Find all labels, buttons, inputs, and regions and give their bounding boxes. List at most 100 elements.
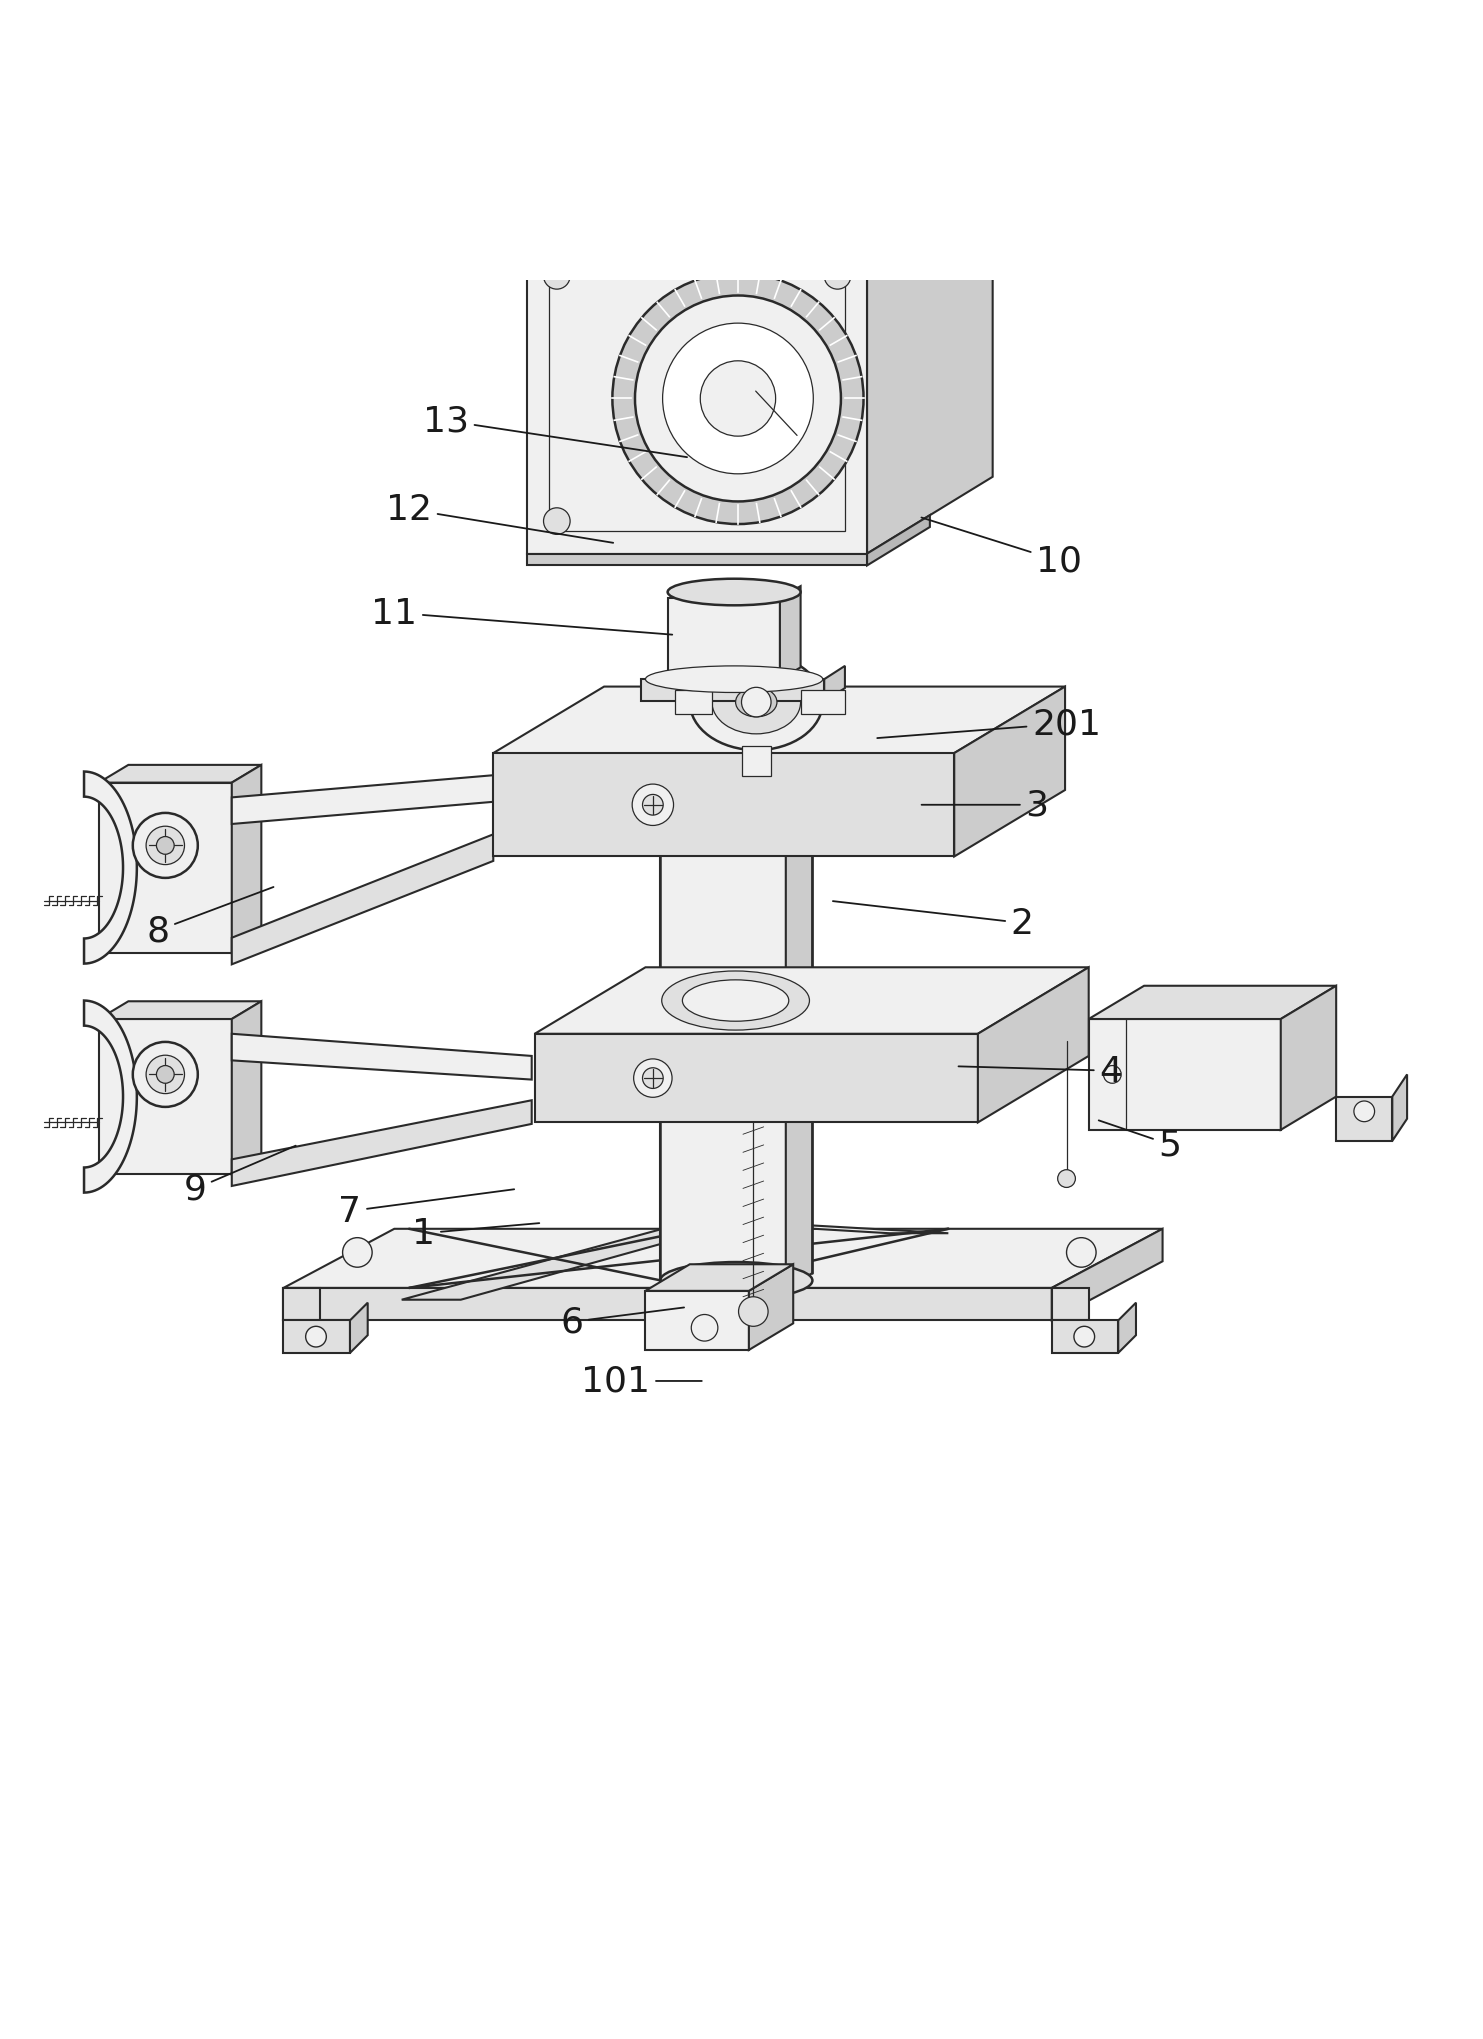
Polygon shape: [641, 679, 825, 701]
Text: 7: 7: [338, 1189, 515, 1227]
Polygon shape: [977, 969, 1089, 1123]
Polygon shape: [402, 1221, 742, 1301]
Polygon shape: [1051, 1289, 1089, 1321]
Polygon shape: [350, 1303, 368, 1354]
Text: 2: 2: [833, 901, 1034, 940]
Polygon shape: [786, 679, 813, 1289]
Polygon shape: [528, 555, 868, 567]
Polygon shape: [535, 969, 1089, 1034]
Polygon shape: [231, 777, 494, 824]
Circle shape: [739, 1297, 768, 1327]
Polygon shape: [283, 1321, 350, 1354]
Circle shape: [1103, 1066, 1121, 1085]
Text: 9: 9: [184, 1146, 295, 1207]
Ellipse shape: [712, 671, 801, 734]
Text: 8: 8: [147, 887, 273, 948]
Polygon shape: [231, 1034, 532, 1081]
Polygon shape: [801, 691, 845, 714]
Ellipse shape: [736, 687, 777, 718]
Circle shape: [612, 273, 863, 524]
Polygon shape: [749, 1264, 793, 1350]
Ellipse shape: [660, 1262, 813, 1299]
Polygon shape: [231, 1001, 261, 1174]
Polygon shape: [231, 834, 494, 964]
Circle shape: [147, 1056, 184, 1095]
Ellipse shape: [660, 669, 813, 705]
Polygon shape: [1051, 1321, 1118, 1354]
Ellipse shape: [667, 579, 801, 606]
Polygon shape: [645, 1291, 749, 1350]
Polygon shape: [494, 754, 954, 856]
Polygon shape: [99, 1020, 231, 1174]
Circle shape: [552, 214, 575, 239]
Circle shape: [305, 1327, 326, 1348]
Polygon shape: [667, 599, 780, 679]
Circle shape: [133, 814, 197, 879]
Ellipse shape: [645, 667, 823, 693]
Circle shape: [742, 687, 771, 718]
Circle shape: [968, 171, 992, 194]
Circle shape: [825, 263, 851, 290]
Circle shape: [1057, 1170, 1075, 1189]
Polygon shape: [780, 587, 801, 679]
Circle shape: [156, 838, 174, 854]
Circle shape: [642, 795, 663, 816]
Text: 10: 10: [921, 518, 1083, 579]
Ellipse shape: [690, 655, 823, 750]
Polygon shape: [535, 1034, 977, 1123]
Circle shape: [635, 296, 841, 502]
Text: 201: 201: [878, 708, 1100, 740]
Polygon shape: [99, 1001, 261, 1020]
Polygon shape: [660, 695, 786, 1289]
Circle shape: [544, 508, 569, 534]
Polygon shape: [1281, 987, 1336, 1130]
Polygon shape: [231, 765, 261, 952]
Circle shape: [147, 826, 184, 865]
Polygon shape: [85, 773, 136, 964]
Circle shape: [1074, 1327, 1094, 1348]
Polygon shape: [85, 1001, 136, 1193]
Polygon shape: [231, 1101, 532, 1187]
Text: 3: 3: [921, 789, 1048, 822]
Polygon shape: [1051, 1230, 1163, 1321]
Polygon shape: [868, 167, 992, 555]
Circle shape: [1066, 1238, 1096, 1268]
Polygon shape: [825, 667, 845, 701]
Polygon shape: [528, 167, 992, 245]
Ellipse shape: [682, 981, 789, 1022]
Circle shape: [678, 173, 701, 198]
Circle shape: [156, 1066, 174, 1085]
Text: 12: 12: [386, 493, 612, 544]
Polygon shape: [283, 1289, 1051, 1321]
Ellipse shape: [661, 971, 810, 1030]
Polygon shape: [868, 516, 930, 567]
Polygon shape: [675, 691, 712, 714]
Polygon shape: [99, 765, 261, 783]
Circle shape: [642, 1068, 663, 1089]
Circle shape: [632, 785, 673, 826]
Circle shape: [691, 1315, 718, 1342]
Circle shape: [663, 324, 813, 475]
Polygon shape: [283, 1289, 320, 1321]
Text: 13: 13: [423, 404, 687, 459]
Polygon shape: [528, 245, 868, 555]
Polygon shape: [690, 1221, 948, 1234]
Polygon shape: [742, 746, 771, 777]
Circle shape: [133, 1042, 197, 1107]
Polygon shape: [1336, 1097, 1393, 1142]
Polygon shape: [283, 1230, 1163, 1289]
Text: 5: 5: [1099, 1121, 1182, 1162]
Polygon shape: [1089, 1020, 1281, 1130]
Circle shape: [700, 361, 776, 436]
Circle shape: [841, 214, 865, 239]
Circle shape: [343, 1238, 372, 1268]
Text: 6: 6: [561, 1305, 684, 1340]
Text: 4: 4: [958, 1054, 1123, 1089]
Circle shape: [1354, 1101, 1375, 1121]
Polygon shape: [99, 783, 231, 952]
Text: 101: 101: [581, 1364, 701, 1399]
Polygon shape: [1118, 1303, 1136, 1354]
Text: 1: 1: [412, 1217, 540, 1250]
Polygon shape: [645, 1264, 793, 1291]
Circle shape: [633, 1060, 672, 1097]
